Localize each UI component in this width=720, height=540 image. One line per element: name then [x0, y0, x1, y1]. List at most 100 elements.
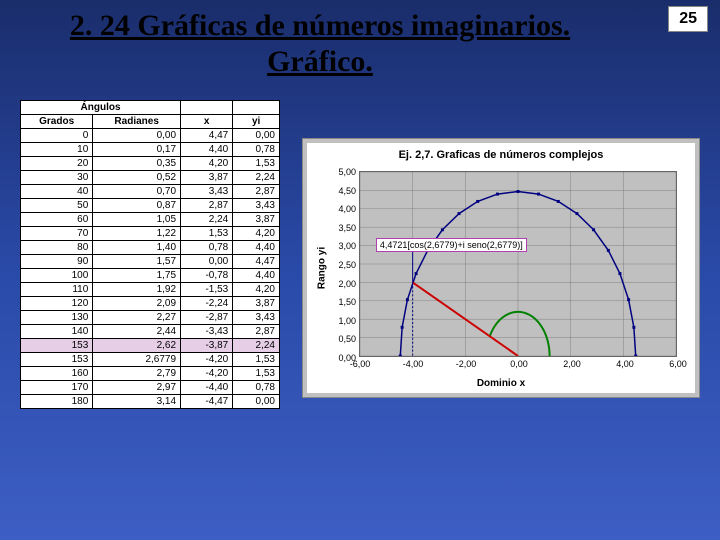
table-cell: 0,78: [233, 143, 280, 157]
table-cell: 100: [21, 269, 93, 283]
table-cell: 4,40: [181, 143, 233, 157]
table-header-row: GradosRadianesxyi: [21, 115, 280, 129]
table-row: 1532,62-3,872,24: [21, 339, 280, 353]
table-row: 00,004,470,00: [21, 129, 280, 143]
table-cell: 2,09: [93, 297, 181, 311]
table-cell: 2,62: [93, 339, 181, 353]
table-row: 1202,09-2,243,87: [21, 297, 280, 311]
table-row: 901,570,004,47: [21, 255, 280, 269]
table-header-top: Ángulos: [21, 101, 181, 115]
table-cell: 50: [21, 199, 93, 213]
table-cell: 1,53: [233, 353, 280, 367]
table-cell: 3,87: [233, 297, 280, 311]
table-row: 1602,79-4,201,53: [21, 367, 280, 381]
table-cell: 4,40: [233, 241, 280, 255]
table-cell: 153: [21, 353, 93, 367]
table-cell: 2,44: [93, 325, 181, 339]
table-cell: 70: [21, 227, 93, 241]
table-cell: -2,87: [181, 311, 233, 325]
table-row: 100,174,400,78: [21, 143, 280, 157]
table-cell: 130: [21, 311, 93, 325]
title-line-1: 2. 24 Gráficas de números imaginarios.: [70, 9, 570, 42]
table-cell: 4,20: [233, 283, 280, 297]
y-tick-label: 4,00: [338, 204, 356, 214]
angles-table: Ángulos GradosRadianesxyi 00,004,470,001…: [20, 100, 280, 409]
table-cell: 0,00: [181, 255, 233, 269]
table-cell: 120: [21, 297, 93, 311]
table-cell: 2,24: [181, 213, 233, 227]
table-cell: 4,40: [233, 269, 280, 283]
table-cell: 2,87: [233, 185, 280, 199]
table-cell: 10: [21, 143, 93, 157]
angles-table-element: Ángulos GradosRadianesxyi 00,004,470,001…: [20, 100, 280, 409]
table-col-header: Grados: [21, 115, 93, 129]
table-row: 500,872,873,43: [21, 199, 280, 213]
table-cell: 2,87: [233, 325, 280, 339]
table-cell: 1,40: [93, 241, 181, 255]
table-cell: 0,17: [93, 143, 181, 157]
y-tick-label: 2,50: [338, 260, 356, 270]
y-tick-label: 3,50: [338, 223, 356, 233]
table-cell: -3,43: [181, 325, 233, 339]
table-cell: -1,53: [181, 283, 233, 297]
plot-area: -6,00-4,00-2,000,002,004,006,000,000,501…: [359, 171, 677, 357]
table-cell: 2,97: [93, 381, 181, 395]
table-cell: -3,87: [181, 339, 233, 353]
table-cell: 4,47: [181, 129, 233, 143]
table-cell: 110: [21, 283, 93, 297]
chart-callout: 4,4721[cos(2,6779)+i seno(2,6779)]: [376, 238, 527, 252]
slide-title: 2. 24 Gráficas de números imaginarios. G…: [10, 8, 630, 80]
table-col-header: Radianes: [93, 115, 181, 129]
table-col-header: yi: [233, 115, 280, 129]
title-line-2: Gráfico.: [267, 45, 373, 78]
table-cell: -4,40: [181, 381, 233, 395]
table-cell: 170: [21, 381, 93, 395]
chart-panel: Ej. 2,7. Graficas de números complejos R…: [302, 138, 700, 398]
table-cell: 1,22: [93, 227, 181, 241]
table-cell: 0,00: [233, 395, 280, 409]
table-row: 1101,92-1,534,20: [21, 283, 280, 297]
table-cell: 0,87: [93, 199, 181, 213]
table-cell: 0,35: [93, 157, 181, 171]
table-cell: 0,78: [233, 381, 280, 395]
table-cell: 60: [21, 213, 93, 227]
table-body: 00,004,470,00100,174,400,78200,354,201,5…: [21, 129, 280, 409]
table-row: 1302,27-2,873,43: [21, 311, 280, 325]
x-tick-label: -2,00: [456, 359, 477, 369]
y-tick-label: 4,50: [338, 186, 356, 196]
y-tick-label: 5,00: [338, 167, 356, 177]
table-row: 300,523,872,24: [21, 171, 280, 185]
table-cell: -2,24: [181, 297, 233, 311]
table-cell: 2,24: [233, 171, 280, 185]
y-tick-label: 2,00: [338, 279, 356, 289]
slide-number: 25: [668, 6, 708, 32]
table-cell: 1,53: [233, 157, 280, 171]
table-cell: 90: [21, 255, 93, 269]
x-tick-label: 2,00: [563, 359, 581, 369]
table-cell: 3,87: [233, 213, 280, 227]
table-cell: 0,70: [93, 185, 181, 199]
table-cell: 80: [21, 241, 93, 255]
table-cell: 0,00: [233, 129, 280, 143]
table-cell: -4,47: [181, 395, 233, 409]
table-cell: 30: [21, 171, 93, 185]
table-cell: 3,43: [181, 185, 233, 199]
table-cell: 0: [21, 129, 93, 143]
y-tick-label: 0,00: [338, 353, 356, 363]
table-cell: 2,79: [93, 367, 181, 381]
table-cell: 1,53: [181, 227, 233, 241]
table-row: 1402,44-3,432,87: [21, 325, 280, 339]
table-cell: 2,27: [93, 311, 181, 325]
table-cell: 4,20: [181, 157, 233, 171]
table-row: 701,221,534,20: [21, 227, 280, 241]
x-tick-label: 6,00: [669, 359, 687, 369]
table-cell: 4,20: [233, 227, 280, 241]
table-cell: 0,78: [181, 241, 233, 255]
table-cell: -4,20: [181, 353, 233, 367]
x-tick-label: -4,00: [403, 359, 424, 369]
y-tick-label: 0,50: [338, 334, 356, 344]
table-cell: 3,14: [93, 395, 181, 409]
y-axis-label: Rango yi: [317, 247, 328, 289]
plot-svg: [360, 172, 676, 356]
table-cell: 160: [21, 367, 93, 381]
